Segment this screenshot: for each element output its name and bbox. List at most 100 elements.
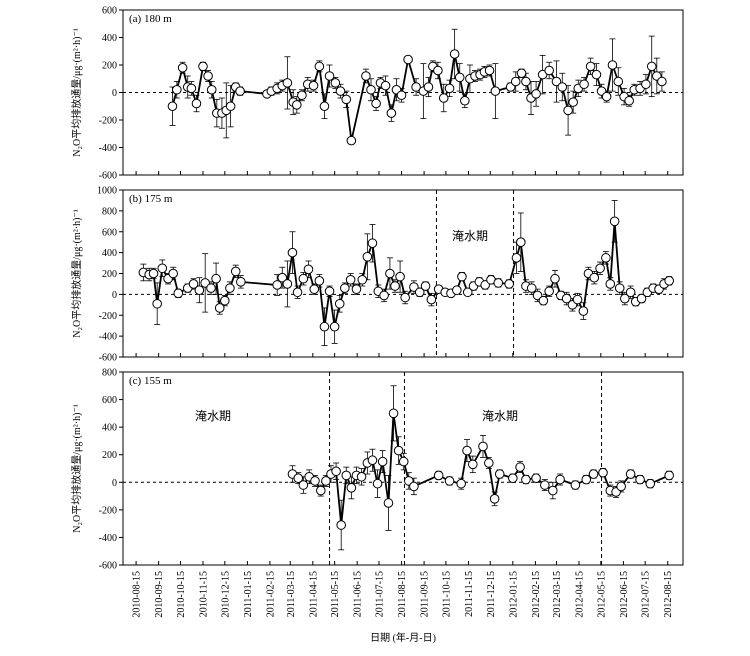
data-point: [341, 94, 352, 105]
data-point: [148, 268, 159, 279]
data-point: [494, 469, 505, 479]
x-tick-label: 2012-06-15: [619, 571, 630, 618]
data-point: [551, 76, 562, 87]
x-tick-label: 2011-03-15: [286, 571, 297, 617]
data-point: [572, 294, 583, 305]
data-point: [282, 78, 293, 88]
y-tick-label: 800: [102, 206, 117, 217]
data-point: [635, 474, 645, 485]
data-point: [282, 279, 293, 289]
data-point: [493, 278, 504, 288]
data-point: [383, 498, 394, 508]
y-tick-label: -400: [99, 332, 117, 343]
y-tick-label: -600: [99, 561, 117, 572]
data-point: [620, 293, 630, 304]
data-point: [521, 76, 531, 87]
data-point: [346, 483, 357, 493]
data-point: [516, 237, 526, 247]
data-point: [484, 65, 495, 76]
data-point: [220, 295, 230, 306]
data-point: [452, 285, 462, 296]
y-tick-label: 400: [102, 248, 117, 259]
data-point: [230, 266, 241, 277]
x-tick-label: 2011-09-15: [420, 571, 431, 617]
data-point: [588, 469, 599, 479]
data-point: [395, 271, 405, 282]
data-point: [324, 71, 335, 81]
data-point: [393, 445, 404, 456]
y-tick-label: -600: [99, 353, 117, 364]
data-point: [609, 216, 620, 227]
data-point: [345, 274, 356, 285]
annotation: 淹水期: [452, 229, 488, 243]
y-tick-label: 0: [112, 88, 117, 99]
data-point: [297, 90, 307, 101]
data-point: [641, 79, 651, 90]
data-point: [330, 78, 341, 88]
data-point: [321, 476, 331, 486]
data-point: [484, 458, 494, 468]
data-point: [414, 287, 425, 298]
data-point: [331, 466, 341, 477]
data-point: [319, 101, 330, 112]
data-point: [531, 89, 541, 99]
data-point: [380, 80, 391, 91]
data-point: [211, 273, 221, 284]
data-point: [585, 61, 596, 72]
x-axis-label: 日期 (年-月-日): [370, 631, 436, 644]
data-point: [555, 474, 565, 485]
data-point: [568, 97, 578, 107]
data-point: [589, 272, 600, 283]
data-point: [173, 288, 184, 299]
data-point: [508, 473, 518, 483]
data-point: [390, 281, 400, 291]
y-tick-label: 600: [102, 6, 117, 17]
data-point: [605, 279, 616, 289]
data-point: [489, 494, 500, 504]
data-point: [454, 72, 465, 83]
data-point: [515, 462, 525, 472]
data-point: [287, 247, 298, 258]
data-point: [664, 276, 674, 286]
data-point: [490, 86, 501, 96]
data-point: [386, 108, 397, 118]
y-tick-label: 200: [102, 269, 117, 280]
data-point: [531, 473, 541, 483]
data-point: [433, 65, 443, 76]
data-point: [203, 71, 213, 81]
data-point: [168, 268, 178, 279]
data-point: [292, 100, 302, 110]
data-point: [625, 287, 636, 298]
data-point: [625, 469, 636, 479]
data-point: [298, 480, 309, 490]
data-point: [371, 98, 381, 109]
data-point: [225, 283, 235, 293]
y-tick-label: 200: [102, 450, 117, 461]
data-point: [444, 476, 455, 486]
data-point: [398, 456, 409, 467]
x-tick-label: 2012-03-15: [552, 571, 563, 618]
data-point: [277, 272, 288, 283]
data-point: [423, 82, 434, 92]
data-point: [411, 82, 421, 92]
x-tick-label: 2011-07-15: [375, 571, 386, 617]
data-point: [578, 306, 589, 316]
data-point: [177, 62, 188, 73]
data-point: [598, 467, 608, 478]
annotation: 淹水期: [482, 409, 518, 423]
data-point: [581, 474, 592, 485]
x-tick-label: 2011-12-15: [486, 571, 497, 617]
data-point: [433, 470, 444, 481]
data-point: [314, 276, 325, 286]
data-point: [561, 293, 572, 304]
data-point: [526, 283, 537, 293]
x-tick-label: 2012-05-15: [596, 571, 607, 618]
y-tick-label: -200: [99, 311, 117, 322]
x-tick-label: 2010-11-15: [199, 571, 210, 617]
x-tick-label: 2012-04-15: [575, 571, 586, 618]
data-point: [235, 86, 245, 96]
data-point: [420, 281, 431, 291]
data-point: [396, 90, 407, 101]
data-point: [341, 470, 352, 481]
x-tick-label: 2011-11-15: [464, 571, 475, 617]
